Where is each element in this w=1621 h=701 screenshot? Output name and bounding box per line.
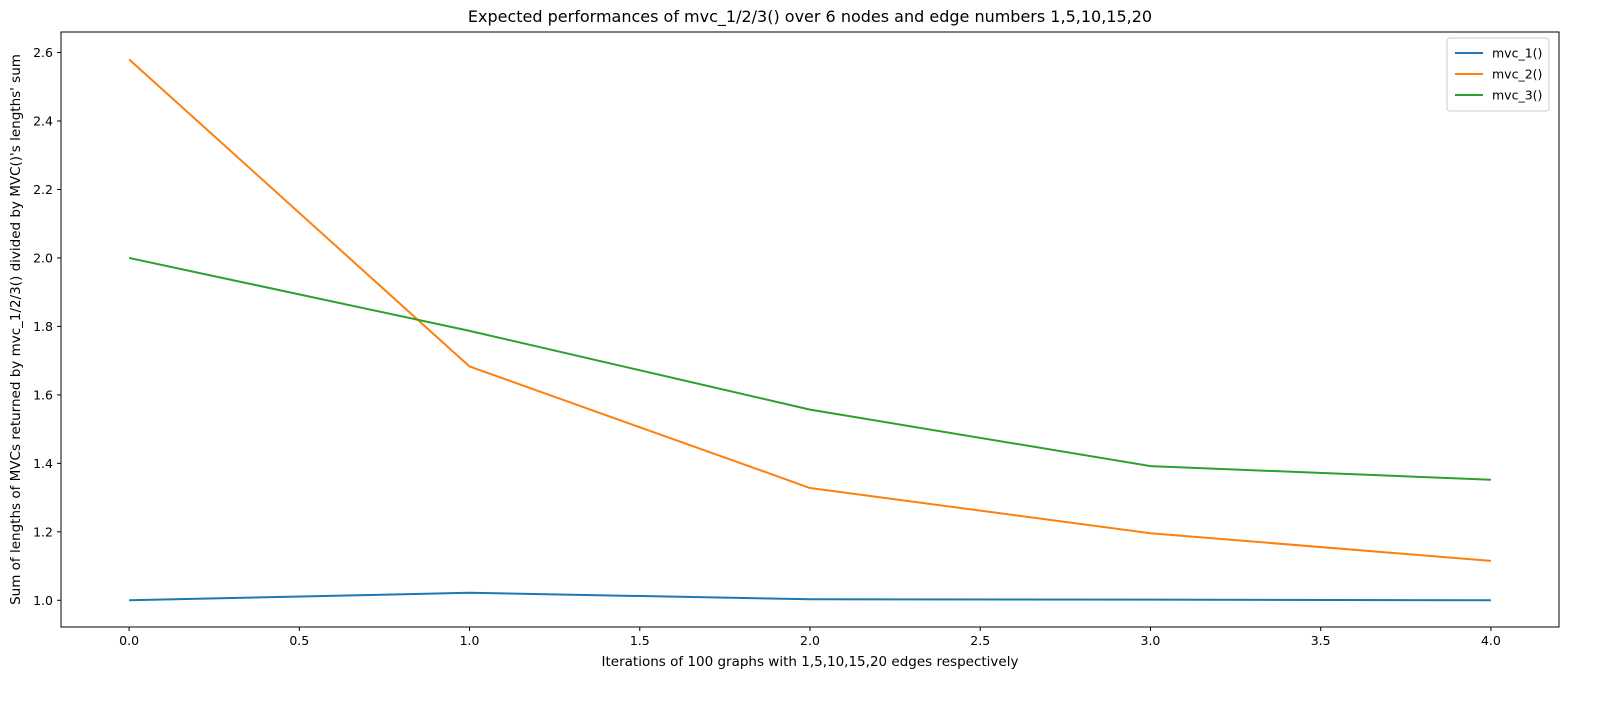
x-tick-label: 0.5 [289, 633, 309, 648]
y-axis: 1.0 1.2 1.4 1.6 1.8 2.0 2.2 2.4 2.6 [33, 45, 61, 608]
y-tick-label: 1.8 [33, 319, 53, 334]
legend-entry: mvc_1() [1492, 46, 1542, 61]
chart-title: Expected performances of mvc_1/2/3() ove… [468, 7, 1152, 27]
x-axis-label: Iterations of 100 graphs with 1,5,10,15,… [602, 654, 1019, 670]
y-tick-label: 2.0 [33, 250, 53, 265]
x-tick-label: 1.5 [630, 633, 650, 648]
x-tick-label: 4.0 [1481, 633, 1501, 648]
x-tick-label: 2.5 [970, 633, 990, 648]
legend-box [1446, 37, 1550, 112]
y-tick-label: 1.4 [33, 456, 53, 471]
x-tick-label: 3.0 [1141, 633, 1161, 648]
y-tick-label: 2.2 [33, 182, 53, 197]
x-tick-label: 0.0 [119, 633, 139, 648]
plot-frame [60, 31, 1560, 628]
y-tick-label: 1.6 [33, 387, 53, 402]
series-line-mvc-2 [128, 58, 1491, 562]
plot-area [60, 31, 1560, 628]
series-line-mvc-1 [129, 591, 1491, 602]
x-axis: 0.0 0.5 1.0 1.5 2.0 2.5 3.0 3.5 4.0 [119, 627, 1501, 648]
y-tick-label: 1.2 [33, 524, 53, 539]
y-tick-label: 2.4 [33, 114, 53, 129]
y-tick-label: 2.6 [33, 45, 53, 60]
legend: mvc_1() mvc_2() mvc_3() [1446, 37, 1550, 112]
x-tick-label: 3.5 [1311, 633, 1331, 648]
series-lines [128, 58, 1491, 602]
y-tick-label: 1.0 [33, 593, 53, 608]
y-axis-label: Sum of lengths of MVCs returned by mvc_1… [8, 54, 24, 605]
legend-entry: mvc_2() [1492, 67, 1542, 82]
x-tick-label: 1.0 [460, 633, 480, 648]
series-line-mvc-3 [128, 256, 1491, 481]
legend-entry: mvc_3() [1492, 88, 1542, 103]
x-tick-label: 2.0 [800, 633, 820, 648]
